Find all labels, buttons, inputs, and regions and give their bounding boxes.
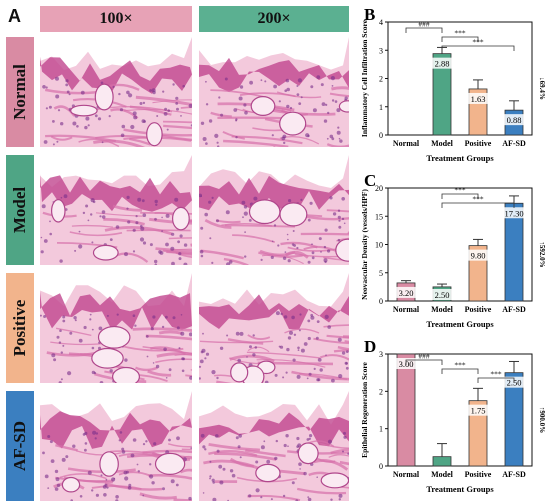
y-tick-label: 0	[379, 297, 383, 306]
value-label-bg	[466, 249, 490, 261]
row-label-af-sd: AF-SD	[6, 391, 34, 501]
value-label: 3.20	[399, 288, 414, 298]
histology-image-normal-100x	[40, 37, 192, 147]
significance-label: ###	[418, 352, 430, 361]
significance-label: ###	[418, 20, 430, 29]
significance-label: ***	[490, 370, 502, 379]
significance-label: ***	[472, 195, 484, 204]
value-label-bg	[466, 92, 490, 104]
y-tick-label: 1	[379, 425, 383, 434]
y-axis-label: Neovascular Density (vessels/HPF)	[360, 189, 369, 300]
panel-letter-b: B	[364, 6, 375, 24]
histology-image-model-100x	[40, 155, 192, 265]
y-tick-label: 3	[379, 350, 383, 359]
histology-image-positive-200x	[199, 273, 349, 383]
x-tick-label: Normal	[393, 470, 420, 479]
panel-letter-c: C	[364, 172, 376, 190]
y-tick-label: 3	[379, 46, 383, 55]
x-tick-label: AF-SD	[502, 305, 526, 314]
value-label: 1.75	[471, 406, 486, 416]
significance-bracket	[405, 27, 443, 33]
histology-image-model-200x	[199, 155, 349, 265]
x-tick-label: Normal	[393, 305, 420, 314]
value-label-bg	[499, 207, 529, 219]
y-axis-label: Epithelial Regeneration Score	[360, 361, 369, 457]
bar-model	[432, 456, 452, 467]
panel-letter-d: D	[364, 338, 376, 356]
significance-label: ***	[472, 38, 484, 47]
bar-normal	[396, 353, 416, 467]
row-label-positive: Positive	[6, 273, 34, 383]
plot-frame	[387, 353, 533, 467]
magnification-200x-label: 200×	[199, 6, 349, 32]
histology-image-positive-100x	[40, 273, 192, 383]
significance-bracket	[441, 368, 479, 374]
histology-image-af-sd-200x	[199, 391, 349, 501]
x-axis-label: Treatment Groups	[426, 319, 494, 329]
x-tick-label: AF-SD	[502, 470, 526, 479]
x-axis-label: Treatment Groups	[426, 484, 494, 494]
change-annotation: ↑900.0%	[538, 407, 546, 433]
y-tick-label: 4	[379, 18, 383, 27]
chart-neovascular-density: C 0 5 10 15 20 Neovascular Density (vessels/HP…	[360, 172, 546, 329]
significance-label: ***	[454, 186, 466, 195]
chart-inflammatory-score: B 0 1 2 3 4 Inflammatory Cell Infiltration Sco…	[360, 6, 546, 163]
significance-bracket	[441, 202, 515, 208]
value-label: 17.30	[504, 208, 523, 218]
y-tick-label: 20	[375, 184, 383, 193]
value-label: 1.63	[471, 94, 486, 104]
y-tick-label: 5	[379, 269, 383, 278]
x-tick-label: Positive	[465, 470, 492, 479]
magnification-100x-label: 100×	[40, 6, 192, 32]
y-tick-label: 10	[375, 241, 383, 250]
value-label-bg	[430, 289, 454, 300]
value-label: 9.80	[471, 251, 486, 261]
x-tick-label: Model	[431, 139, 454, 148]
y-tick-label: 0	[379, 131, 383, 140]
x-tick-label: Normal	[393, 139, 420, 148]
significance-label: ***	[454, 361, 466, 370]
value-label-bg	[502, 114, 526, 126]
x-tick-label: Model	[431, 470, 454, 479]
y-axis-label: Inflammatory Cell Infiltration Score	[360, 19, 369, 137]
value-label-bg	[430, 57, 454, 69]
y-tick-label: 0	[379, 462, 383, 471]
value-label-bg	[394, 286, 418, 298]
significance-bracket	[477, 377, 515, 383]
x-tick-label: Positive	[465, 139, 492, 148]
row-label-normal: Normal	[6, 37, 34, 147]
histology-image-normal-200x	[199, 37, 349, 147]
y-tick-label: 2	[379, 75, 383, 84]
row-label-model: Model	[6, 155, 34, 265]
x-tick-label: Positive	[465, 305, 492, 314]
significance-bracket	[441, 193, 479, 199]
significance-label: ***	[454, 29, 466, 38]
panel-a-letter: A	[8, 6, 21, 26]
y-tick-label: 2	[379, 387, 383, 396]
value-label: 0.88	[507, 115, 522, 125]
y-tick-label: 15	[375, 212, 383, 221]
significance-bracket	[405, 359, 443, 365]
histology-image-af-sd-100x	[40, 391, 192, 501]
x-axis-label: Treatment Groups	[426, 153, 494, 163]
value-label: 2.50	[435, 290, 450, 300]
x-tick-label: Model	[431, 305, 454, 314]
value-label-bg	[466, 404, 490, 416]
significance-bracket	[441, 45, 515, 51]
significance-bracket	[441, 36, 479, 42]
x-tick-label: AF-SD	[502, 139, 526, 148]
value-label: 2.88	[435, 59, 450, 69]
change-annotation: ↓69.4%	[538, 77, 546, 100]
y-tick-label: 1	[379, 103, 383, 112]
change-annotation: ↑592.0%	[538, 241, 546, 267]
